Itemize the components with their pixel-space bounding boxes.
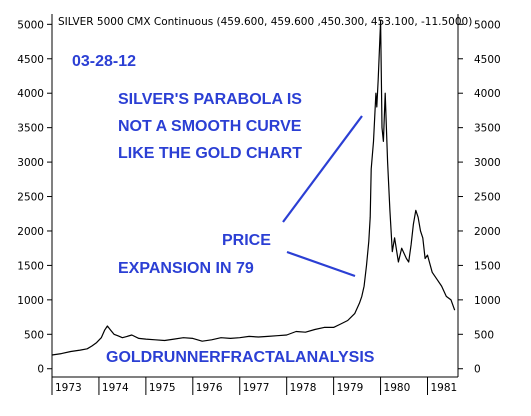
x-tick-label: 1977	[243, 382, 270, 394]
parabola-annotation-line3: LIKE THE GOLD CHART	[118, 145, 302, 162]
y-tick-label-right: 2000	[474, 226, 501, 238]
x-tick-label: 1975	[149, 382, 176, 394]
parabola-pointer-line	[282, 115, 363, 223]
expansion-annotation: EXPANSION IN 79	[118, 260, 254, 277]
chart-title: SILVER 5000 CMX Continuous (459.600, 459…	[58, 16, 472, 28]
y-tick-label-right: 4000	[474, 88, 501, 100]
x-tick-label: 1976	[196, 382, 223, 394]
x-tick-label: 1980	[384, 382, 411, 394]
y-tick-label-left: 3500	[17, 123, 44, 135]
y-tick-label-left: 3000	[17, 157, 44, 169]
y-tick-label-left: 5000	[17, 19, 44, 31]
y-tick-label-left: 4500	[17, 54, 44, 66]
y-tick-label-left: 2000	[17, 226, 44, 238]
y-tick-label-right: 3500	[474, 123, 501, 135]
x-tick-label: 1978	[290, 382, 317, 394]
y-tick-label-left: 500	[24, 329, 44, 341]
y-tick-label-right: 3000	[474, 157, 501, 169]
y-tick-label-left: 1000	[17, 295, 44, 307]
y-tick-label-right: 1000	[474, 295, 501, 307]
y-tick-label-right: 2500	[474, 192, 501, 204]
expansion-pointer-line	[286, 250, 356, 278]
y-tick-label-right: 4500	[474, 54, 501, 66]
x-tick-label: 1973	[55, 382, 82, 394]
x-tick-label: 1979	[337, 382, 364, 394]
y-tick-label-left: 1500	[17, 260, 44, 272]
price-annotation: PRICE	[222, 232, 271, 249]
y-tick-label-right: 500	[474, 329, 494, 341]
x-tick-label: 1974	[102, 382, 129, 394]
y-axis-left: 0 500 1000 1500 2000 2500 3000 3500 4000 4500 5000	[17, 19, 52, 376]
date-annotation: 03-28-12	[72, 53, 136, 70]
y-tick-label-left: 0	[37, 364, 44, 376]
y-tick-label-left: 2500	[17, 192, 44, 204]
y-tick-label-right: 5000	[474, 19, 501, 31]
x-axis: 1973 1974 1975 1976 1977 1978 1979 1980 1981	[51, 377, 457, 395]
price-series-line	[51, 20, 456, 356]
y-tick-label-left: 4000	[17, 88, 44, 100]
parabola-annotation-line1: SILVER'S PARABOLA IS	[118, 91, 302, 108]
y-tick-label-right: 0	[474, 364, 481, 376]
y-axis-right: 0 500 1000 1500 2000 2500 3000 3500 4000 4500 5000	[458, 19, 501, 376]
x-tick-label: 1981	[430, 382, 457, 394]
watermark-annotation: GOLDRUNNERFRACTALANALYSIS	[106, 349, 375, 366]
parabola-annotation-line2: NOT A SMOOTH CURVE	[118, 118, 302, 135]
y-tick-label-right: 1500	[474, 260, 501, 272]
